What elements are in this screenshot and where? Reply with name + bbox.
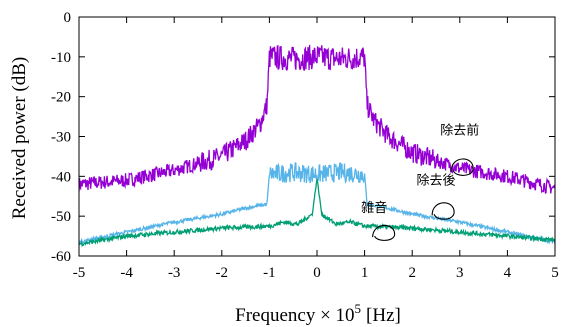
series-line-2	[79, 162, 555, 245]
y-tick-label: -30	[51, 130, 71, 146]
x-tick-label: -3	[168, 265, 181, 281]
series-line-1	[79, 44, 555, 195]
x-tick-label: -4	[120, 265, 133, 281]
annotation-pointer	[431, 202, 455, 220]
x-tick-label: -1	[263, 265, 276, 281]
annotation-label: 除去前	[440, 123, 479, 139]
x-axis-title-main: Frequency × 10	[235, 305, 354, 326]
y-tick-label: -10	[51, 50, 71, 66]
x-tick-label: 2	[408, 265, 416, 281]
x-tick-label: 4	[504, 265, 512, 281]
series-line-3	[79, 178, 555, 248]
x-tick-label: -2	[216, 265, 229, 281]
x-tick-label: 0	[313, 265, 321, 281]
y-tick-label: -60	[51, 249, 71, 265]
x-tick-label: 1	[361, 265, 369, 281]
x-tick-label: 5	[551, 265, 559, 281]
series-layer	[79, 44, 555, 248]
annotation-label: 除去後	[416, 173, 455, 188]
x-tick-label: -5	[73, 265, 86, 281]
y-tick-label: -50	[51, 209, 71, 225]
annotation-label: 雑音	[361, 200, 387, 216]
y-tick-label: 0	[64, 10, 72, 26]
annotation-pointer	[372, 224, 396, 241]
annotation-pointer	[450, 158, 474, 176]
y-axis-title: Received power (dB)	[9, 57, 30, 220]
x-tick-label: 3	[456, 265, 464, 281]
y-tick-label: -20	[51, 90, 71, 106]
x-axis-title-exponent: 5	[355, 301, 362, 316]
x-axis-title-unit: [Hz]	[366, 305, 401, 326]
x-axis-title: Frequency × 105 [Hz]	[235, 301, 401, 326]
y-tick-label: -40	[51, 169, 71, 185]
ticks-layer: -5 -4 -3 -2 -1 0 1 2 3 4 50-10-20-30-40-50-60	[51, 10, 559, 281]
